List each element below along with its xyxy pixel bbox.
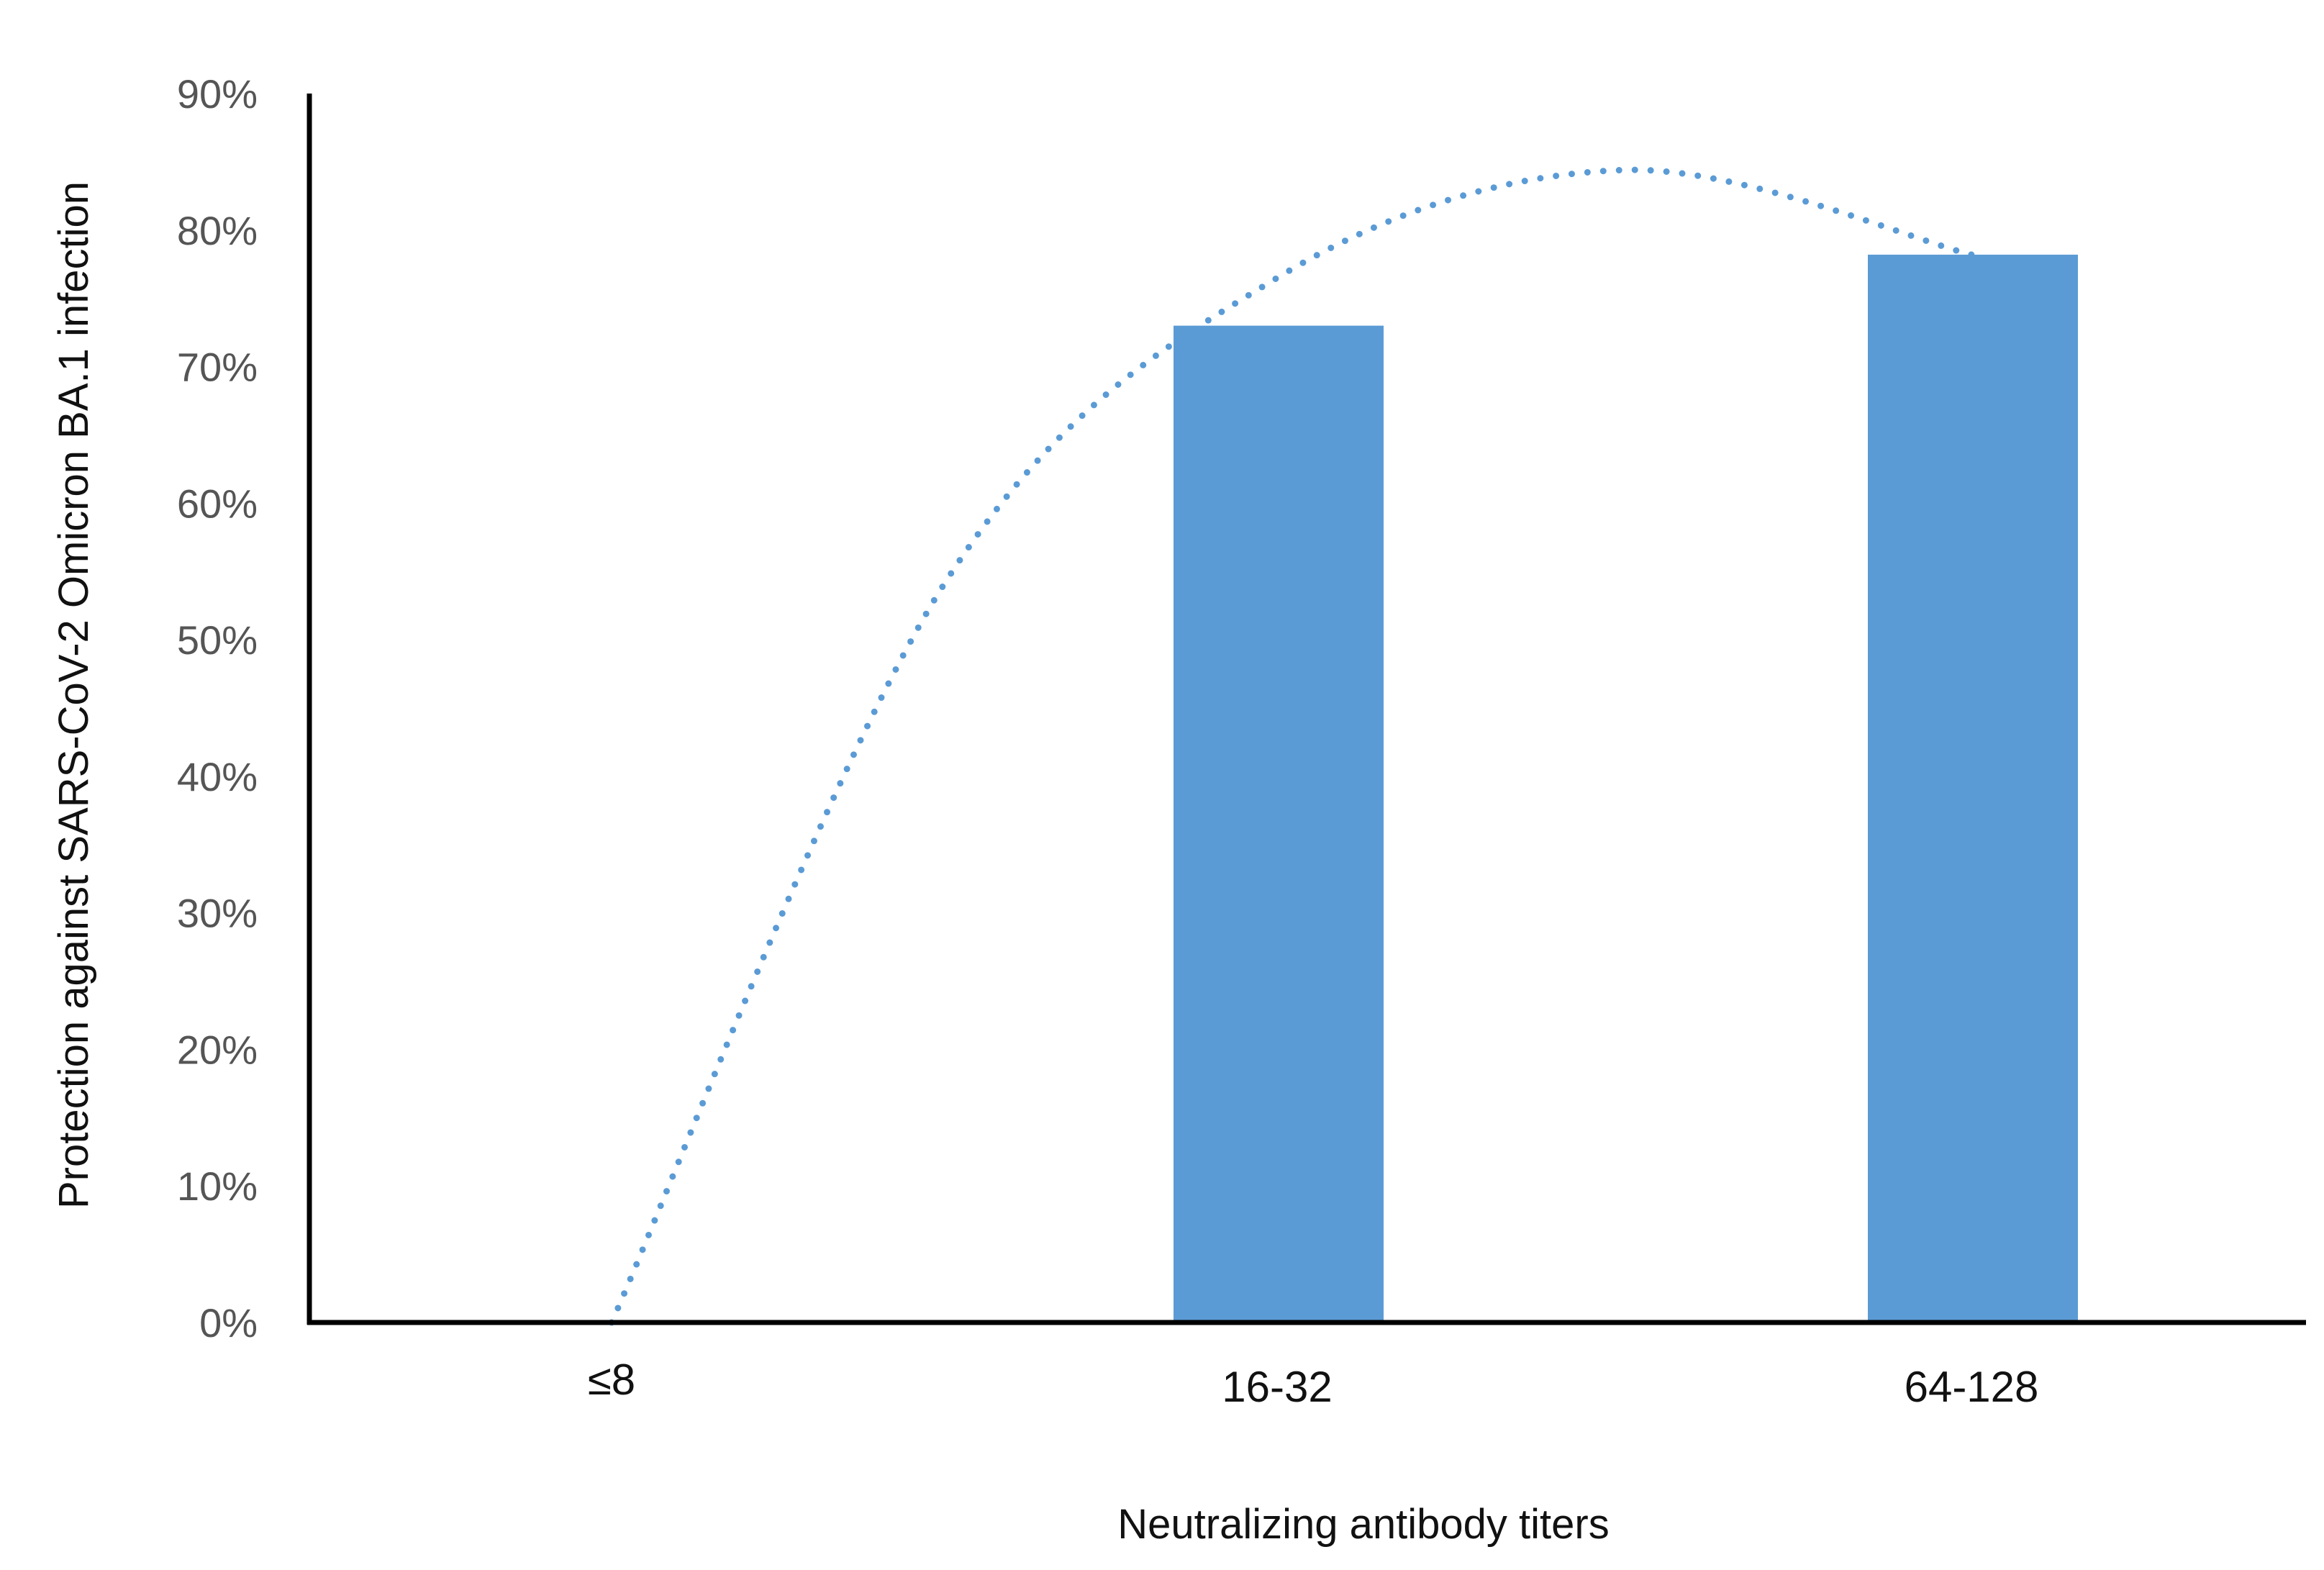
y-tick-label: 70% [177,345,258,390]
x-tick-label: ≤8 [588,1356,635,1404]
y-tick-label: 50% [177,617,258,663]
x-tick-label: 64-128 [1905,1363,2039,1411]
y-tick-label: 30% [177,891,258,936]
y-tick-label: 10% [177,1163,258,1209]
y-tick-label: 40% [177,754,258,799]
y-tick-label: 80% [177,208,258,253]
y-tick-label: 90% [177,71,258,117]
y-axis-tick-labels: 0% 10% 20% 30% 40% 50% 60% 70% 80% 90% [177,71,258,1346]
x-axis-title: Neutralizing antibody titers [1117,1501,1609,1548]
x-axis-tick-labels: ≤8 16-32 64-128 [588,1356,2039,1411]
y-tick-label: 60% [177,481,258,526]
bar-series [1174,254,2078,1323]
y-tick-label: 20% [177,1027,258,1072]
x-tick-label: 16-32 [1222,1363,1332,1411]
bar [1868,254,2078,1323]
y-tick-label: 0% [199,1300,258,1346]
y-axis-title: Protection against SARS-CoV-2 Omicron BA… [50,181,97,1209]
bar [1174,325,1384,1323]
